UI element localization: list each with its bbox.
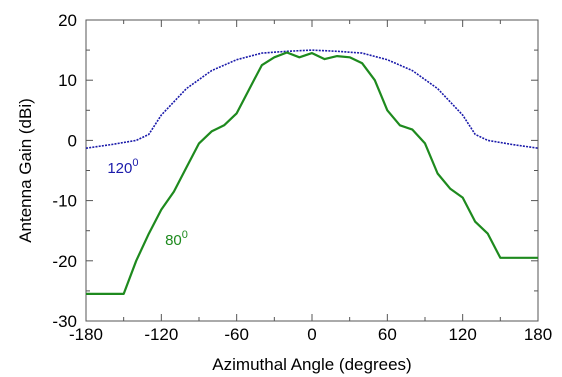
annotation-superscript: 0 [132,157,138,169]
x-tick-label: 0 [307,325,316,344]
x-tick-label: -180 [69,325,103,344]
x-tick-label: 180 [524,325,552,344]
y-tick-label: -20 [52,252,77,271]
annotation-superscript: 0 [182,229,188,241]
y-axis-title: Antenna Gain (dBi) [16,98,35,243]
x-tick-label: 120 [448,325,476,344]
y-tick-label: 0 [68,131,77,150]
x-tick-label: -120 [144,325,178,344]
axis-ticks: -180 -120 -60 0 60 120 180 -30 -20 -10 0 10 20 [52,11,552,344]
x-axis-title: Azimuthal Angle (degrees) [212,355,411,374]
x-tick-label: 60 [378,325,397,344]
annotation-base: 80 [165,232,182,249]
series-line-2 [86,51,538,295]
series-annotation: 800 [165,229,188,249]
series-annotation: 1200 [107,157,138,177]
y-tick-label: -30 [52,312,77,331]
y-tick-label: 10 [58,71,77,90]
series-line-1 [85,49,539,149]
y-tick-label: -10 [52,192,77,211]
series-layer [85,49,539,295]
plot-frame [85,19,539,322]
x-tick-label: -60 [224,325,249,344]
y-tick-label: 20 [58,11,77,30]
annotation-base: 120 [107,160,132,177]
